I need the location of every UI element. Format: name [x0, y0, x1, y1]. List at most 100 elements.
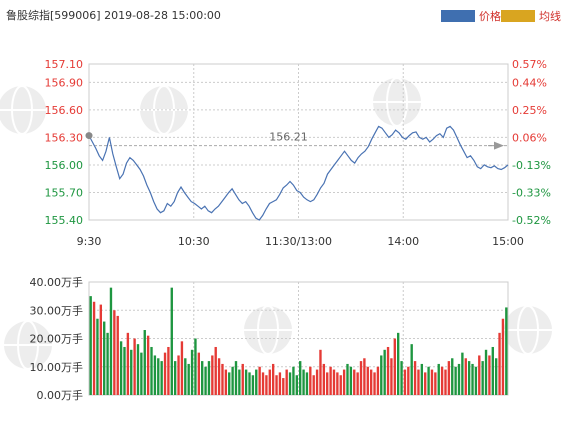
volume-bar [268, 369, 271, 395]
volume-bar [424, 372, 427, 395]
volume-bar [187, 363, 190, 395]
volume-bar [197, 352, 201, 396]
legend-item-avg[interactable]: 均线 [501, 9, 561, 23]
volume-bar [464, 358, 467, 395]
volume-bar [211, 355, 214, 395]
volume-bar [380, 355, 383, 395]
price-grid [88, 63, 509, 221]
price-pct-tick-label: -0.52% [512, 214, 551, 227]
volume-bar [150, 346, 153, 395]
volume-bar [376, 366, 380, 395]
volume-bar [322, 363, 326, 395]
volume-bar [103, 321, 106, 395]
volume-bar [248, 372, 251, 395]
price-x-tick-label: 14:00 [387, 235, 419, 248]
volume-bar [400, 361, 403, 395]
volume-bar [312, 375, 315, 395]
volume-bar [302, 369, 305, 395]
price-y-tick-label: 156.30 [45, 131, 84, 144]
volume-y-tick-label: 20.00万手 [30, 332, 84, 346]
volume-bar [305, 372, 309, 395]
volume-bar [484, 349, 488, 395]
volume-bar [285, 369, 288, 395]
legend-label-price: 价格 [479, 10, 501, 23]
volume-bar [271, 363, 275, 395]
volume-bar [194, 338, 197, 395]
watermark-globe-disc [504, 306, 552, 354]
volume-bar [494, 358, 498, 395]
volume-bar [157, 358, 160, 395]
volume-bar [447, 361, 451, 395]
price-y-tick-label: 155.70 [45, 186, 84, 199]
volume-bar [153, 355, 157, 395]
volume-bar [143, 330, 146, 395]
volume-bar [471, 363, 474, 395]
volume-bar [444, 369, 447, 395]
watermark-globe-icon [373, 77, 421, 127]
price-y-tick-label: 155.40 [45, 214, 84, 227]
axis-labels: 157.10 0.57% 156.90 0.44% 156.60 0.25% 156.30 0… [30, 58, 551, 402]
price-pct-tick-label: 0.44% [512, 76, 547, 89]
volume-bar [393, 338, 396, 395]
volume-bar [163, 352, 167, 396]
watermark-globe-meridian [386, 77, 408, 127]
volume-bar [478, 355, 481, 395]
volume-bar [339, 375, 342, 395]
volume-bar [177, 355, 180, 395]
volume-bar [119, 341, 123, 395]
volume-bar [336, 372, 339, 395]
volume-bar [109, 287, 113, 395]
volume-bar [319, 349, 322, 395]
volume-bar [329, 366, 332, 395]
volume-bar [488, 355, 491, 395]
volume-bar [309, 366, 312, 395]
volume-bar [282, 378, 285, 395]
volume-bar [373, 372, 376, 395]
volume-bar [231, 366, 234, 395]
watermark-globe-meridian [17, 320, 39, 370]
legend-item-price[interactable]: 价格 [441, 9, 501, 23]
volume-bar [140, 352, 143, 396]
price-series-line [88, 125, 509, 221]
volume-bar [349, 366, 353, 395]
volume-bar [255, 369, 258, 395]
volume-bar [474, 366, 478, 395]
volume-bar [383, 349, 386, 395]
volume-bar [501, 318, 505, 395]
watermark-globe-disc [4, 321, 52, 369]
volume-bar [481, 361, 484, 395]
volume-bar [326, 372, 329, 395]
volume-bar [224, 369, 228, 395]
volume-bar [180, 341, 184, 395]
volume-bar [491, 346, 494, 395]
watermark-globe-meridian [11, 85, 33, 135]
volume-layer [89, 287, 508, 396]
volume-bar [498, 332, 501, 395]
volume-bar [258, 366, 261, 395]
volume-bar [505, 307, 508, 395]
volume-y-tick-label: 10.00万手 [30, 360, 84, 374]
volume-bar [275, 375, 278, 395]
volume-y-tick-label: 30.00万手 [30, 303, 84, 317]
watermark-layer [0, 77, 552, 370]
legend-swatch-price [441, 10, 475, 22]
volume-bar [126, 332, 130, 395]
volume-bar [434, 372, 437, 395]
legend-swatch-avg [501, 10, 535, 22]
volume-bar [146, 335, 150, 395]
volume-bar [363, 358, 366, 395]
volume-bar [390, 358, 393, 395]
volume-bar [467, 361, 471, 395]
volume-bar [430, 369, 434, 395]
price-pct-tick-label: -0.33% [512, 186, 551, 199]
volume-bar [353, 369, 356, 395]
price-y-tick-label: 156.60 [45, 104, 84, 117]
volume-bar [173, 361, 177, 395]
chart-header-title: 鲁股综指[599006] 2019-08-28 15:00:00 [6, 9, 221, 22]
volume-bar [265, 375, 268, 395]
price-start-marker [85, 132, 93, 140]
volume-bar [410, 344, 413, 395]
volume-bar [417, 369, 420, 395]
watermark-globe-disc [373, 78, 421, 126]
